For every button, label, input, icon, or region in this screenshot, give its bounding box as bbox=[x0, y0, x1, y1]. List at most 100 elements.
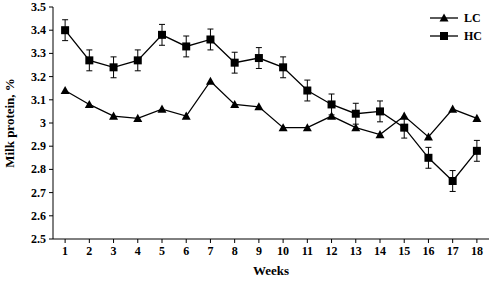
marker bbox=[182, 42, 190, 50]
legend: LC HC bbox=[430, 11, 482, 43]
marker bbox=[206, 77, 215, 85]
series-line bbox=[65, 81, 477, 137]
y-tick-label: 3 bbox=[40, 116, 46, 130]
marker bbox=[110, 63, 118, 71]
x-tick-label: 9 bbox=[256, 244, 262, 258]
x-tick-label: 2 bbox=[86, 244, 92, 258]
error-bar bbox=[159, 24, 165, 45]
marker bbox=[376, 130, 385, 138]
y-tick-label: 3.3 bbox=[31, 46, 46, 60]
x-tick bbox=[137, 239, 138, 243]
x-tick bbox=[404, 239, 405, 243]
error-bar bbox=[256, 48, 262, 69]
marker bbox=[230, 100, 239, 108]
y-tick bbox=[49, 169, 53, 170]
x-tick-label: 6 bbox=[183, 244, 189, 258]
y-tick-label: 3.2 bbox=[31, 70, 46, 84]
x-tick-label: 12 bbox=[326, 244, 338, 258]
marker bbox=[376, 107, 384, 115]
marker bbox=[61, 86, 70, 94]
x-axis-label: Weeks bbox=[253, 263, 289, 278]
marker bbox=[328, 100, 336, 108]
marker bbox=[351, 123, 360, 131]
legend-marker bbox=[440, 14, 449, 22]
error-bar bbox=[207, 29, 213, 50]
marker bbox=[424, 132, 433, 140]
y-tick-label: 2.6 bbox=[31, 209, 46, 223]
marker bbox=[448, 105, 457, 113]
marker bbox=[303, 87, 311, 95]
x-tick bbox=[331, 239, 332, 243]
marker bbox=[352, 110, 360, 118]
error-bar bbox=[450, 171, 456, 192]
x-tick-label: 3 bbox=[111, 244, 117, 258]
marker bbox=[279, 123, 288, 131]
x-tick bbox=[452, 239, 453, 243]
error-bar bbox=[232, 52, 238, 73]
error-bar bbox=[353, 103, 359, 124]
marker bbox=[85, 100, 94, 108]
y-tick-label: 2.7 bbox=[31, 186, 46, 200]
x-tick-label: 14 bbox=[374, 244, 386, 258]
error-bar bbox=[329, 94, 335, 115]
y-tick bbox=[49, 53, 53, 54]
x-tick-label: 8 bbox=[232, 244, 238, 258]
x-tick-label: 16 bbox=[422, 244, 434, 258]
y-tick bbox=[49, 7, 53, 8]
marker bbox=[85, 56, 93, 64]
marker bbox=[279, 63, 287, 71]
x-tick bbox=[476, 239, 477, 243]
error-bar bbox=[86, 50, 92, 71]
x-tick-label: 15 bbox=[398, 244, 410, 258]
x-tick-label: 11 bbox=[302, 244, 313, 258]
marker bbox=[182, 112, 191, 120]
y-tick-label: 2.8 bbox=[31, 162, 46, 176]
x-tick bbox=[65, 239, 66, 243]
error-bar bbox=[183, 36, 189, 57]
y-tick bbox=[49, 99, 53, 100]
y-tick-label: 3.4 bbox=[31, 23, 46, 37]
marker bbox=[400, 124, 408, 132]
marker bbox=[254, 102, 263, 110]
legend-label: HC bbox=[464, 29, 482, 43]
marker bbox=[61, 26, 69, 34]
marker bbox=[158, 105, 167, 113]
y-tick-label: 3.5 bbox=[31, 0, 46, 14]
error-bar bbox=[135, 50, 141, 71]
series-line bbox=[65, 30, 477, 181]
chart: 2.52.62.72.82.933.13.23.33.43.5123456789… bbox=[0, 0, 500, 281]
marker bbox=[109, 112, 118, 120]
y-tick bbox=[49, 30, 53, 31]
y-tick-label: 2.5 bbox=[31, 232, 46, 246]
marker bbox=[231, 59, 239, 67]
y-tick bbox=[49, 123, 53, 124]
x-axis bbox=[53, 239, 489, 240]
marker bbox=[303, 123, 312, 131]
error-bar bbox=[401, 117, 407, 138]
marker bbox=[472, 114, 481, 122]
error-bar bbox=[425, 147, 431, 168]
x-tick-label: 18 bbox=[471, 244, 483, 258]
y-tick-label: 3.1 bbox=[31, 93, 46, 107]
x-tick-label: 1 bbox=[62, 244, 68, 258]
marker bbox=[158, 31, 166, 39]
x-tick-label: 17 bbox=[447, 244, 459, 258]
x-tick bbox=[283, 239, 284, 243]
x-tick-label: 5 bbox=[159, 244, 165, 258]
marker bbox=[424, 154, 432, 162]
x-tick bbox=[186, 239, 187, 243]
legend-label: LC bbox=[464, 11, 481, 25]
y-tick bbox=[49, 215, 53, 216]
y-tick-label: 2.9 bbox=[31, 139, 46, 153]
error-bar bbox=[304, 80, 310, 101]
x-tick bbox=[307, 239, 308, 243]
marker bbox=[133, 114, 142, 122]
error-bar bbox=[62, 20, 68, 41]
x-tick bbox=[380, 239, 381, 243]
marker bbox=[255, 54, 263, 62]
legend-marker bbox=[440, 32, 448, 40]
y-tick bbox=[49, 76, 53, 77]
y-tick bbox=[49, 192, 53, 193]
x-tick-label: 7 bbox=[207, 244, 213, 258]
x-tick bbox=[234, 239, 235, 243]
